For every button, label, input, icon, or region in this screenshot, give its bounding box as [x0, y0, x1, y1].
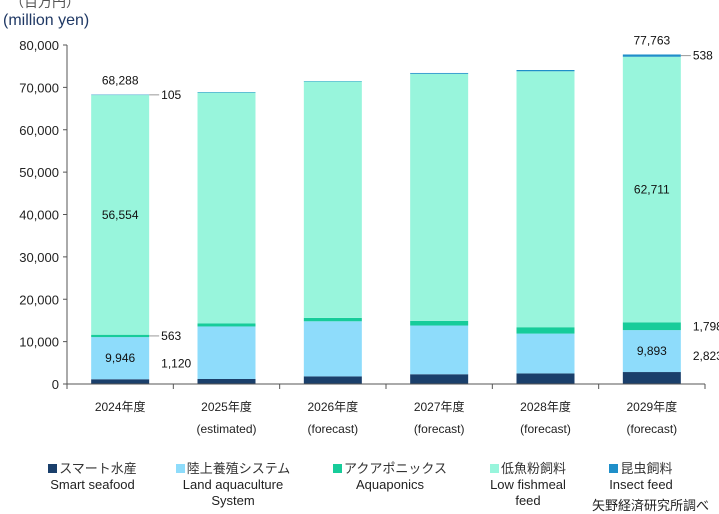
- bar-segment: [198, 379, 256, 384]
- y-tick-label: 0: [52, 377, 59, 392]
- data-label: 538: [693, 49, 713, 63]
- legend-label-en: Insect feed: [596, 477, 686, 493]
- data-label: 1,120: [161, 356, 191, 370]
- y-tick-label: 60,000: [19, 123, 59, 138]
- bar-segment: [198, 93, 256, 324]
- y-tick-label: 10,000: [19, 335, 59, 350]
- data-label: 56,554: [102, 208, 139, 222]
- legend-item-insect-feed: 昆虫飼料 Insect feed: [596, 461, 686, 493]
- y-tick-label: 80,000: [19, 38, 59, 53]
- bar-segment: [91, 379, 149, 384]
- data-label: 62,711: [634, 183, 670, 197]
- y-tick-label: 50,000: [19, 165, 59, 180]
- y-tick-label: 30,000: [19, 250, 59, 265]
- legend-item-aquaponics: アクアポニックス Aquaponics: [325, 461, 455, 493]
- bar-segment: [410, 321, 468, 326]
- data-label: 2,823: [693, 349, 719, 363]
- legend-item-land-aquaculture: 陸上養殖システム Land aquaculture System: [168, 461, 298, 509]
- bar-segment: [517, 334, 575, 374]
- bar-segment: [517, 373, 575, 384]
- bar-segment: [304, 376, 362, 384]
- bar-segment: [198, 323, 256, 326]
- legend-swatch: [609, 464, 618, 473]
- bar-segment: [517, 70, 575, 71]
- legend-swatch: [490, 464, 499, 473]
- bar-segment: [623, 322, 681, 330]
- bar-segment: [304, 318, 362, 321]
- y-tick-label: 20,000: [19, 292, 59, 307]
- legend-label-en: Low fishmeal feed: [488, 477, 568, 509]
- data-label: 105: [161, 88, 181, 102]
- bar-segment: [410, 374, 468, 384]
- x-tick-sublabel: (estimated): [196, 422, 256, 436]
- legend-label-jp: 低魚粉飼料: [501, 461, 566, 476]
- legend-label-jp: 昆虫飼料: [620, 461, 672, 476]
- x-tick-label: 2024年度: [95, 399, 146, 414]
- legend-label-jp: スマート水産: [59, 461, 137, 476]
- x-tick-label: 2025年度: [201, 399, 252, 414]
- y-tick-label: 40,000: [19, 208, 59, 223]
- legend-label-en: Land aquaculture System: [178, 477, 288, 509]
- data-label: 563: [161, 329, 181, 343]
- legend-label-en: Aquaponics: [325, 477, 455, 493]
- bar-segment: [304, 321, 362, 376]
- x-tick-sublabel: (forecast): [307, 422, 358, 436]
- bar-segment: [410, 326, 468, 375]
- x-tick-sublabel: (forecast): [520, 422, 571, 436]
- bar-segment: [517, 327, 575, 333]
- bar-segment: [410, 74, 468, 321]
- legend-swatch: [48, 464, 57, 473]
- x-tick-sublabel: (forecast): [626, 422, 677, 436]
- bar-segment: [198, 326, 256, 379]
- bar-segment: [623, 372, 681, 384]
- legend-label-jp: アクアポニックス: [344, 461, 447, 476]
- total-label: 77,763: [633, 33, 670, 47]
- source-note: 矢野経済研究所調べ: [592, 495, 709, 514]
- legend-item-low-fishmeal: 低魚粉飼料 Low fishmeal feed: [478, 461, 578, 509]
- legend-swatch: [333, 464, 342, 473]
- x-tick-label: 2026年度: [307, 399, 358, 414]
- bar-segment: [410, 73, 468, 74]
- data-label: 9,893: [637, 344, 667, 358]
- legend-label-jp: 陸上養殖システム: [187, 461, 291, 476]
- bar-segment: [623, 54, 681, 56]
- x-tick-label: 2029年度: [626, 399, 677, 414]
- data-label: 9,946: [105, 351, 135, 365]
- data-label: 1,798: [693, 319, 719, 333]
- total-label: 68,288: [102, 74, 139, 88]
- bar-segment: [198, 92, 256, 93]
- bar-segment: [517, 71, 575, 327]
- y-tick-label: 70,000: [19, 80, 59, 95]
- bar-segment: [304, 81, 362, 317]
- legend-label-en: Smart seafood: [30, 477, 155, 493]
- legend-item-smart-seafood: スマート水産 Smart seafood: [30, 461, 155, 493]
- x-tick-sublabel: (forecast): [414, 422, 465, 436]
- bar-segment: [91, 335, 149, 337]
- legend-swatch: [176, 464, 185, 473]
- x-tick-label: 2027年度: [414, 399, 465, 414]
- x-tick-label: 2028年度: [520, 399, 571, 414]
